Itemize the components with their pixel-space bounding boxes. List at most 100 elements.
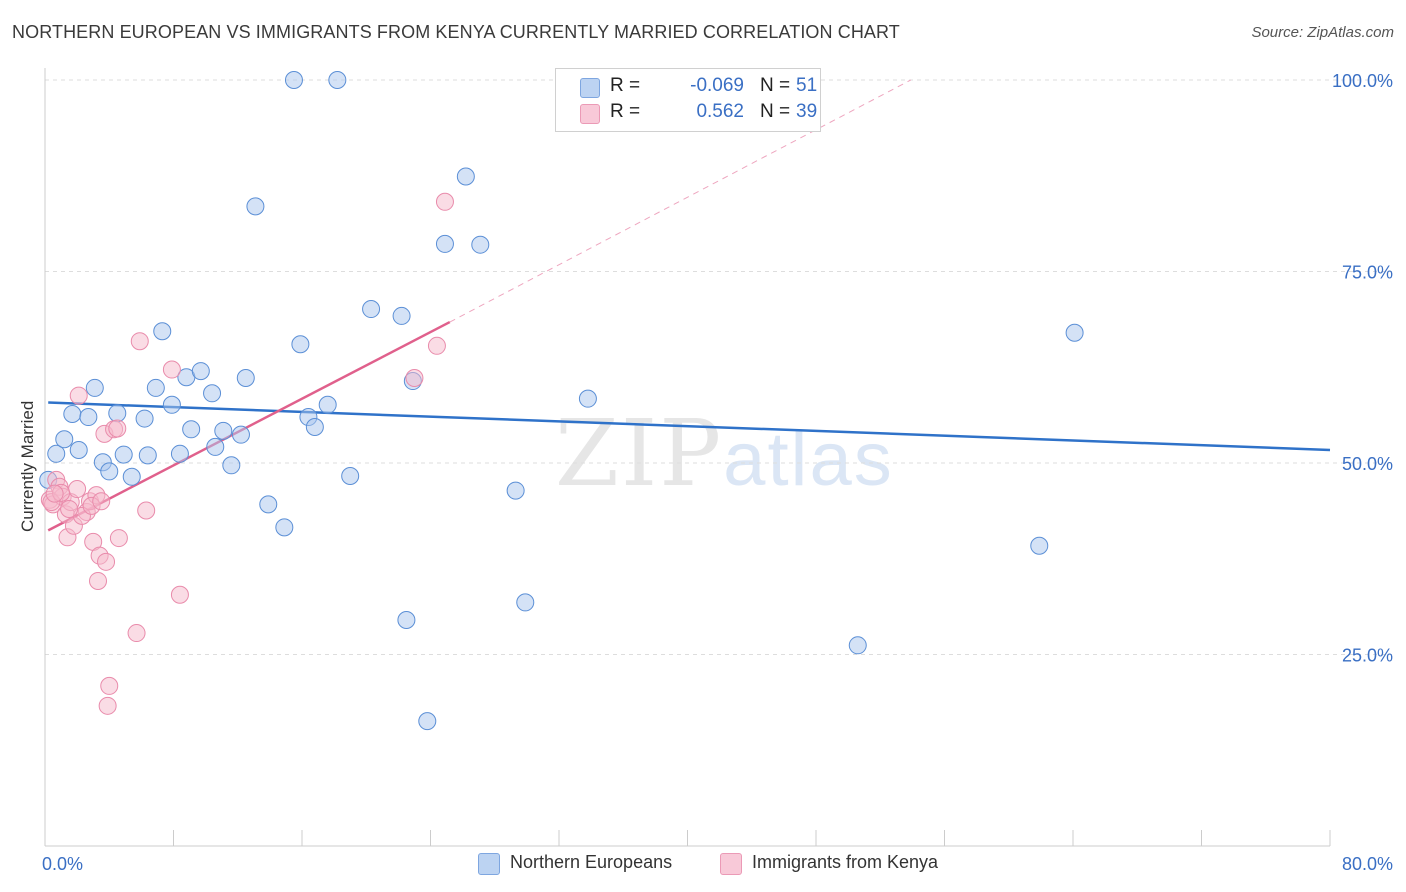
northern-europeans-point (362, 300, 381, 319)
kenya-point (69, 386, 88, 405)
y-tick-label: 25.0% (1342, 646, 1393, 666)
kenya-point (98, 696, 117, 715)
kenya-point (45, 484, 64, 503)
northern-europeans-point (328, 71, 347, 89)
northern-europeans-point (848, 636, 867, 655)
legend-swatch-pink (580, 104, 600, 124)
northern-europeans-point (170, 444, 189, 463)
kenya-point (427, 336, 446, 355)
kenya-point (405, 368, 424, 387)
northern-europeans-point (146, 378, 165, 397)
kenya-point (109, 529, 128, 548)
northern-europeans-point (214, 421, 233, 440)
northern-europeans-point (284, 71, 303, 89)
northern-europeans-point (578, 389, 597, 408)
northern-europeans-point (153, 322, 172, 341)
n-value: 51 (796, 75, 818, 96)
northern-europeans-point (397, 611, 416, 630)
northern-europeans-point (138, 446, 157, 465)
northern-europeans-point (114, 445, 133, 464)
northern-europeans-point (236, 368, 255, 387)
trend-lines (47, 79, 1331, 532)
northern-europeans-point (418, 712, 437, 731)
northern-europeans-point (1030, 536, 1049, 555)
legend-label: Northern Europeans (510, 852, 673, 872)
y-tick-label: 50.0% (1342, 454, 1393, 474)
axes (44, 68, 1331, 847)
northern-europeans-point (506, 481, 525, 500)
y-tick-label: 75.0% (1342, 263, 1393, 283)
kenya-point (130, 332, 149, 351)
r-label: R = (610, 101, 641, 122)
x-tick-label: 80.0% (1342, 854, 1393, 874)
northern-europeans-point (341, 467, 360, 486)
x-tick-label: 0.0% (42, 854, 83, 874)
northern-europeans-point (435, 234, 454, 253)
kenya-point (108, 419, 127, 438)
kenya-point (100, 676, 119, 695)
northern-europeans-point (108, 404, 127, 423)
northern-europeans-point (47, 444, 66, 463)
r-value: 0.562 (696, 101, 744, 122)
legend-label: Immigrants from Kenya (752, 852, 939, 872)
r-label: R = (610, 75, 641, 96)
kenya-point (97, 552, 116, 571)
northern-europeans-point (318, 395, 337, 414)
northern-europeans-point (55, 430, 74, 449)
northern-europeans-point (162, 395, 181, 414)
tick-labels: 100.0% 75.0% 50.0% 25.0% 0.0% 80.0% (42, 71, 1393, 874)
grid-lines (45, 79, 1392, 655)
northern-europeans-point (100, 462, 119, 481)
northern-europeans-point (231, 425, 250, 444)
northern-europeans-point (79, 408, 98, 427)
source-label: Source: ZipAtlas.com (1251, 24, 1394, 41)
kenya-point (170, 585, 189, 604)
northern-europeans-point (259, 495, 278, 514)
y-axis-label: Currently Married (18, 400, 37, 532)
northern-europeans-point (456, 167, 475, 186)
northern-europeans-point (135, 409, 154, 428)
legend-swatch-blue (580, 78, 600, 98)
northern-europeans-point (85, 378, 104, 397)
kenya-point (435, 192, 454, 211)
northern-europeans-point (69, 440, 88, 459)
legend-swatch-pink (720, 853, 742, 875)
kenya-point (89, 571, 108, 590)
northern-europeans-trend (48, 401, 1331, 452)
kenya-trend (47, 320, 451, 532)
northern-europeans-point (122, 467, 141, 486)
y-tick-label: 100.0% (1332, 71, 1393, 91)
n-label: N = (760, 75, 791, 96)
watermark: ZIPatlas (555, 400, 894, 507)
northern-europeans-point (206, 437, 225, 456)
northern-europeans-point (222, 456, 241, 475)
kenya-point (162, 360, 181, 379)
northern-europeans-point (291, 335, 310, 354)
n-label: N = (760, 101, 791, 122)
northern-europeans-point (191, 362, 210, 381)
legend-swatch-blue (478, 853, 500, 875)
northern-europeans-point (305, 417, 324, 436)
northern-europeans-point (516, 593, 535, 612)
correlation-legend: R = -0.069 N = 51 R = 0.562 N = 39 (555, 68, 821, 132)
kenya-point (60, 499, 79, 518)
n-value: 39 (796, 101, 818, 122)
northern-europeans-point (182, 420, 201, 439)
northern-europeans-point (63, 404, 82, 423)
kenya-point (137, 501, 156, 520)
northern-europeans-point (246, 197, 265, 216)
kenya-point (92, 492, 111, 511)
data-points (39, 71, 1084, 731)
kenya-trend-extension (449, 79, 912, 323)
chart-title: NORTHERN EUROPEAN VS IMMIGRANTS FROM KEN… (12, 22, 900, 42)
kenya-point (68, 480, 87, 499)
northern-europeans-point (471, 235, 490, 254)
kenya-point (127, 624, 146, 643)
r-value: -0.069 (690, 75, 744, 96)
northern-europeans-point (1065, 323, 1084, 342)
northern-europeans-point (392, 306, 411, 325)
northern-europeans-point (203, 384, 222, 403)
northern-europeans-point (275, 518, 294, 537)
watermark-zip: ZIP (555, 400, 724, 507)
